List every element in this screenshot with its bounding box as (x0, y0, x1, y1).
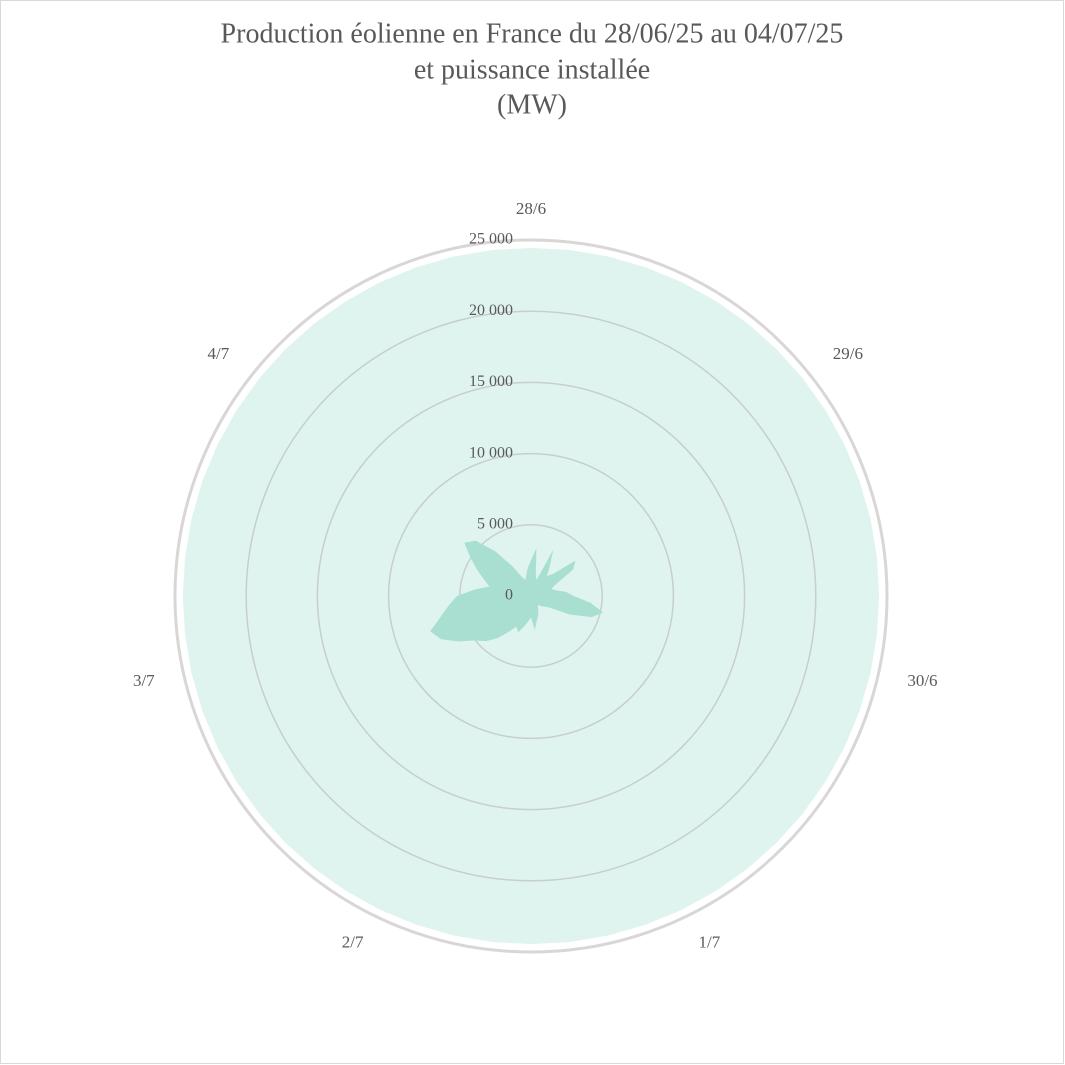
radar-area (430, 540, 604, 642)
y-tick-label: 25 000 (469, 231, 513, 248)
y-tick-label: 10 000 (469, 444, 513, 461)
chart-subtitle: et puissance installée (414, 54, 650, 85)
y-tick-label: 0 (505, 587, 513, 604)
category-label: 2/7 (342, 933, 364, 952)
category-label: 28/6 (516, 199, 546, 218)
grid-circle (245, 310, 817, 882)
category-label: 3/7 (133, 671, 155, 690)
chart-unit: (MW) (497, 89, 567, 120)
category-label: 4/7 (207, 344, 229, 363)
category-label: 30/6 (907, 671, 937, 690)
chart-title: Production éolienne en France du 28/06/2… (221, 18, 844, 49)
grid-circle (173, 238, 889, 954)
y-tick-label: 20 000 (469, 302, 513, 319)
grid-circle (316, 381, 746, 811)
y-tick-label: 5 000 (477, 515, 513, 532)
category-label: 1/7 (698, 933, 720, 952)
y-tick-label: 15 000 (469, 373, 513, 390)
grid-circle (387, 452, 675, 740)
category-label: 29/6 (833, 344, 863, 363)
